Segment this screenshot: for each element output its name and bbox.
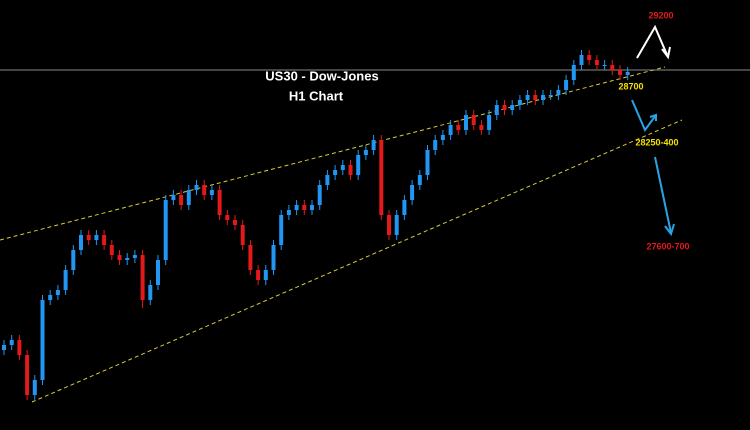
candle-body: [240, 225, 245, 245]
candle-body: [117, 255, 122, 260]
candle-body: [17, 340, 22, 355]
candle-body: [32, 380, 37, 395]
candle-body: [487, 115, 492, 130]
annotation: 29200: [648, 10, 673, 20]
candle-body: [156, 260, 160, 285]
candle-body: [410, 185, 415, 200]
blue-arrow-down: [654, 156, 672, 234]
candle-body: [209, 190, 214, 195]
candle-body: [279, 215, 284, 245]
candle-body: [464, 115, 468, 130]
candle-body: [340, 165, 345, 170]
chart-subtitle: H1 Chart: [289, 88, 344, 103]
candle-body: [494, 105, 499, 115]
candle-body: [479, 125, 484, 130]
candle-body: [394, 215, 399, 235]
candle-body: [602, 65, 607, 66]
candle-body: [325, 175, 330, 185]
candle-body: [225, 215, 230, 220]
candle-body: [456, 125, 461, 130]
candle-body: [217, 190, 222, 215]
candle-body: [186, 190, 191, 205]
white-arrowhead: [661, 46, 671, 60]
candle-body: [171, 195, 176, 200]
candle-body: [571, 65, 576, 80]
candle-body: [132, 255, 137, 258]
candle-body: [310, 205, 314, 210]
candle-body: [579, 55, 584, 65]
candle-body: [248, 245, 253, 270]
candle-body: [448, 125, 453, 135]
candle-body: [517, 100, 522, 105]
candle-body: [202, 185, 207, 195]
candle-body: [263, 270, 268, 280]
candle-body: [363, 150, 368, 155]
candle-body: [233, 220, 237, 225]
blue-arrowhead: [649, 113, 657, 121]
candle-body: [433, 140, 438, 150]
candle-body: [533, 95, 538, 100]
candle-body: [86, 235, 91, 240]
candle-body: [387, 215, 391, 235]
candle-body: [402, 200, 407, 215]
candle-body: [348, 165, 353, 175]
candle-body: [148, 285, 153, 300]
candle-body: [294, 205, 299, 210]
candle-body: [525, 95, 530, 100]
candle-body: [125, 258, 130, 260]
candle-body: [109, 245, 114, 255]
candles: [2, 50, 630, 400]
candle-body: [502, 105, 507, 110]
candle-body: [425, 150, 430, 175]
candle-body: [379, 140, 384, 215]
candle-body: [548, 95, 553, 96]
blue-arrowhead: [664, 223, 675, 237]
candle-body: [71, 250, 76, 270]
candle-body: [541, 95, 545, 100]
candle-body: [271, 245, 276, 270]
candle-body: [179, 195, 184, 205]
candle-body: [2, 345, 6, 350]
annotation: 28700: [618, 81, 643, 91]
candle-body: [417, 175, 422, 185]
lower-trendline: [31, 119, 683, 403]
candle-body: [25, 355, 30, 395]
white-arrow: [636, 24, 669, 59]
candle-body: [55, 290, 60, 295]
candle-body: [587, 55, 592, 60]
candle-body: [440, 135, 445, 140]
candle-body: [194, 185, 199, 190]
candle-body: [48, 295, 53, 300]
candle-body: [625, 72, 630, 75]
candle-body: [102, 235, 107, 245]
candle-body: [594, 60, 599, 65]
candle-body: [40, 300, 45, 380]
candle-body: [564, 80, 569, 90]
candle-body: [286, 210, 291, 215]
candle-body: [356, 155, 361, 175]
annotation: 27600-700: [646, 241, 689, 251]
candle-body: [618, 70, 622, 75]
blue-arrow-v: [631, 99, 657, 132]
candle-body: [63, 270, 68, 290]
upper-trendline: [0, 66, 666, 241]
candle-body: [317, 185, 322, 205]
candle-body: [9, 340, 14, 345]
chart-title: US30 - Dow-Jones: [265, 68, 378, 83]
candle-body: [610, 65, 615, 70]
annotation: 28250-400: [635, 137, 678, 147]
candle-body: [256, 270, 261, 280]
candle-body: [556, 90, 561, 95]
candle-body: [302, 205, 307, 210]
candle-body: [94, 235, 99, 240]
candle-body: [471, 115, 476, 125]
candle-body: [79, 235, 83, 250]
candle-body: [510, 105, 515, 110]
candle-body: [333, 170, 338, 175]
candle-body: [140, 255, 145, 300]
candle-body: [371, 140, 376, 150]
candle-body: [163, 200, 168, 260]
